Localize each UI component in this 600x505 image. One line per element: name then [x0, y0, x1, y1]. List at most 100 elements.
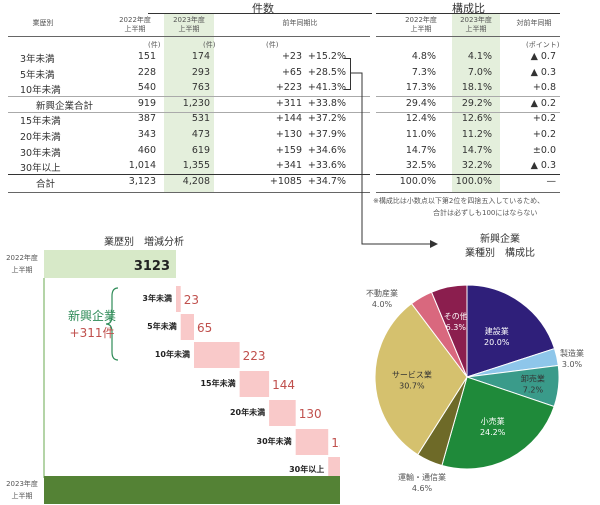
start-label: 上半期 [12, 265, 33, 274]
cell-pct: +33.6% [307, 160, 346, 172]
cell-rdiff: ▲ 0.7 [530, 51, 556, 62]
pie-slice [374, 302, 468, 456]
cell-rdiff: ▲ 0.3 [530, 160, 556, 172]
end-label: 2023年度 [6, 479, 38, 488]
cell-rdiff: — [546, 175, 557, 187]
pie-slice-name: 建設業 [485, 326, 509, 336]
cell-rdiff: +0.2 [532, 129, 556, 140]
cell-r2022: 17.3% [405, 82, 436, 94]
cell-v2023: 473 [191, 129, 210, 140]
cell-v2022: 1,014 [128, 160, 156, 172]
end-bar [44, 476, 340, 504]
highlight-count-2023 [164, 14, 214, 192]
cell-v2022: 3,123 [128, 175, 156, 187]
step-bar [295, 429, 329, 455]
cell-diff: +1085 [269, 175, 302, 187]
pie-slice-name: 運輸・通信業 [398, 472, 446, 482]
row-divider [8, 174, 370, 176]
header-yoy: 前年同期比 [282, 19, 318, 27]
step-bar [239, 371, 270, 397]
cell-label: 30年以上 [20, 163, 61, 175]
header-fy2022: 2022年度 上半期 [119, 16, 151, 33]
cell-label: 15年未満 [20, 116, 61, 128]
cell-label: 3年未満 [20, 54, 55, 65]
cell-rdiff: +0.2 [532, 113, 556, 125]
cell-pct: +37.9% [307, 129, 346, 140]
cell-label: 5年未満 [20, 69, 55, 81]
start-label: 2022年度 [6, 253, 38, 262]
cell-r2023: 100.0% [455, 175, 492, 187]
cell-r2023: 4.1% [467, 51, 492, 62]
cell-r2022: 32.5% [405, 160, 436, 172]
pie-slice [466, 284, 556, 378]
step-value-label: 65 [197, 321, 212, 335]
cell-v2022: 460 [137, 144, 156, 156]
cell-r2022: 100.0% [399, 175, 436, 187]
pie-chart: 建設業 20.0% 製造業 3.0% 卸売業 7.2% 小売業 24.2% 運輸・通信業 4.6%… [366, 284, 584, 493]
cell-v2023: 174 [191, 51, 210, 62]
cell-v2023: 4,208 [182, 175, 210, 187]
start-value-label: 3123 [134, 259, 170, 274]
cell-diff: +65 [281, 66, 302, 78]
cell-v2023: 619 [191, 144, 210, 156]
note-line-2: 合計は必ずしも100にはならない [433, 209, 538, 217]
pie-slice-value: 30.7% [399, 381, 425, 390]
header-category: 業歴別 [32, 19, 54, 27]
header-fy2023: 2023年度 上半期 [173, 16, 205, 33]
cell-rdiff: ▲ 0.3 [530, 66, 556, 78]
cell-label: 20年未満 [20, 132, 61, 143]
step-value-label: 144 [272, 378, 295, 392]
row-divider [8, 111, 370, 113]
cell-pct: +34.7% [307, 175, 346, 187]
row-divider [376, 174, 560, 176]
cell-pct: +33.8% [307, 97, 346, 109]
cell-diff: +223 [275, 82, 302, 94]
start-bar [44, 250, 176, 278]
cell-label: 30年未満 [20, 147, 61, 159]
pie-slice-name: その他 [444, 311, 468, 321]
cell-r2022: 7.3% [411, 66, 436, 78]
cell-r2022: 29.4% [405, 97, 436, 109]
header-ratio2022: 2022年度 上半期 [405, 16, 437, 33]
cell-diff: +311 [275, 97, 302, 109]
step-bar [176, 286, 181, 312]
cell-rdiff: +0.8 [532, 82, 556, 94]
step-category-label: 20年未満 [230, 407, 265, 417]
step-category-label: 10年未満 [155, 349, 190, 359]
step-bar [180, 314, 195, 340]
pie-slice-name: サービス業 [392, 369, 432, 379]
pie-slice-name: 卸売業 [521, 374, 545, 384]
cell-label: 新興企業合計 [36, 100, 94, 112]
step-bar [328, 457, 340, 483]
cell-v2023: 763 [191, 82, 210, 94]
cell-v2023: 1,355 [182, 160, 210, 172]
cell-r2023: 32.2% [461, 160, 492, 172]
cell-v2022: 387 [137, 113, 156, 125]
cell-r2022: 11.0% [405, 129, 436, 140]
step-category-label: 15年未満 [200, 378, 235, 388]
header-ratio-diff: 対前年同期 [516, 19, 552, 27]
step-bar [269, 400, 296, 426]
group-label: 新興企業 [68, 308, 116, 323]
pie-slice [430, 284, 468, 378]
unit-diff: (件) [266, 41, 279, 49]
cell-r2023: 14.7% [461, 144, 492, 156]
waterfall-title: 業歴別 増減分析 [104, 237, 184, 248]
highlight-ratio-2023 [452, 14, 500, 192]
cell-diff: +23 [281, 51, 302, 62]
ratio-title: 構成比 [452, 2, 485, 15]
group-value: +311件 [70, 326, 115, 340]
step-category-label: 30年以上 [289, 464, 324, 474]
cell-v2023: 1,230 [182, 97, 210, 109]
header-ratio2023: 2023年度 上半期 [460, 16, 492, 33]
pie-slice-value: 6.3% [446, 323, 467, 332]
step-category-label: 3年未満 [142, 293, 172, 303]
pie-title: 新興企業 業種別 構成比 [465, 234, 535, 259]
cell-diff: +144 [275, 113, 302, 125]
step-value-label: 130 [299, 407, 322, 421]
group-bracket [105, 287, 119, 361]
cell-r2023: 29.2% [461, 97, 492, 109]
cell-r2022: 4.8% [411, 51, 436, 62]
row-divider [8, 96, 370, 98]
